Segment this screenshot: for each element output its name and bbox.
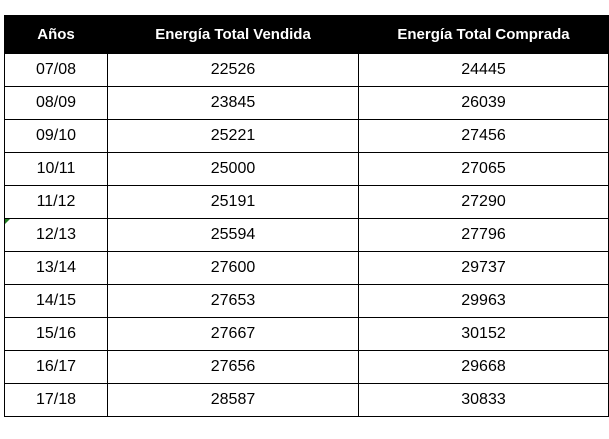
table-row: 07/08 22526 24445 xyxy=(4,53,609,87)
cell-energy-bought[interactable]: 30833 xyxy=(358,383,609,417)
table-row: 11/12 25191 27290 xyxy=(4,185,609,219)
table-row: 17/18 28587 30833 xyxy=(4,383,609,417)
cell-year[interactable]: 16/17 xyxy=(4,350,108,384)
cell-year[interactable]: 08/09 xyxy=(4,86,108,120)
cell-energy-sold[interactable]: 28587 xyxy=(107,383,359,417)
cell-energy-bought[interactable]: 29737 xyxy=(358,251,609,285)
cell-energy-sold[interactable]: 27667 xyxy=(107,317,359,351)
cell-year[interactable]: 13/14 xyxy=(4,251,108,285)
cell-energy-bought[interactable]: 24445 xyxy=(358,53,609,87)
cell-energy-bought[interactable]: 30152 xyxy=(358,317,609,351)
table-row: 12/13 25594 27796 xyxy=(4,218,609,252)
cell-energy-bought[interactable]: 29963 xyxy=(358,284,609,318)
energy-table: Años Energía Total Vendida Energía Total… xyxy=(4,15,609,417)
table-row: 13/14 27600 29737 xyxy=(4,251,609,285)
header-years: Años xyxy=(4,15,108,54)
table-body: 07/08 22526 24445 08/09 23845 26039 09/1… xyxy=(4,53,609,417)
energy-table-container: Años Energía Total Vendida Energía Total… xyxy=(4,15,609,417)
cell-year[interactable]: 15/16 xyxy=(4,317,108,351)
cell-energy-sold[interactable]: 27600 xyxy=(107,251,359,285)
cell-error-marker xyxy=(5,219,10,224)
table-header: Años Energía Total Vendida Energía Total… xyxy=(4,15,609,54)
cell-energy-bought[interactable]: 26039 xyxy=(358,86,609,120)
header-energy-bought: Energía Total Comprada xyxy=(358,15,609,54)
table-row: 14/15 27653 29963 xyxy=(4,284,609,318)
cell-year[interactable]: 09/10 xyxy=(4,119,108,153)
cell-year-text: 12/13 xyxy=(35,226,77,243)
cell-energy-sold[interactable]: 25000 xyxy=(107,152,359,186)
table-row: 08/09 23845 26039 xyxy=(4,86,609,120)
cell-year[interactable]: 17/18 xyxy=(4,383,108,417)
cell-energy-bought[interactable]: 27456 xyxy=(358,119,609,153)
cell-energy-bought[interactable]: 27796 xyxy=(358,218,609,252)
table-row: 15/16 27667 30152 xyxy=(4,317,609,351)
cell-energy-sold[interactable]: 25221 xyxy=(107,119,359,153)
cell-year[interactable]: 11/12 xyxy=(4,185,108,219)
header-energy-sold: Energía Total Vendida xyxy=(107,15,359,54)
cell-energy-sold[interactable]: 25594 xyxy=(107,218,359,252)
cell-energy-bought[interactable]: 29668 xyxy=(358,350,609,384)
cell-year[interactable]: 07/08 xyxy=(4,53,108,87)
table-row: 09/10 25221 27456 xyxy=(4,119,609,153)
cell-energy-bought[interactable]: 27065 xyxy=(358,152,609,186)
cell-energy-sold[interactable]: 23845 xyxy=(107,86,359,120)
cell-year[interactable]: 10/11 xyxy=(4,152,108,186)
cell-energy-sold[interactable]: 22526 xyxy=(107,53,359,87)
cell-energy-sold[interactable]: 25191 xyxy=(107,185,359,219)
table-row: 16/17 27656 29668 xyxy=(4,350,609,384)
cell-year[interactable]: 12/13 xyxy=(4,218,108,252)
cell-energy-sold[interactable]: 27656 xyxy=(107,350,359,384)
cell-year[interactable]: 14/15 xyxy=(4,284,108,318)
header-row: Años Energía Total Vendida Energía Total… xyxy=(4,15,609,54)
cell-energy-bought[interactable]: 27290 xyxy=(358,185,609,219)
cell-energy-sold[interactable]: 27653 xyxy=(107,284,359,318)
table-row: 10/11 25000 27065 xyxy=(4,152,609,186)
